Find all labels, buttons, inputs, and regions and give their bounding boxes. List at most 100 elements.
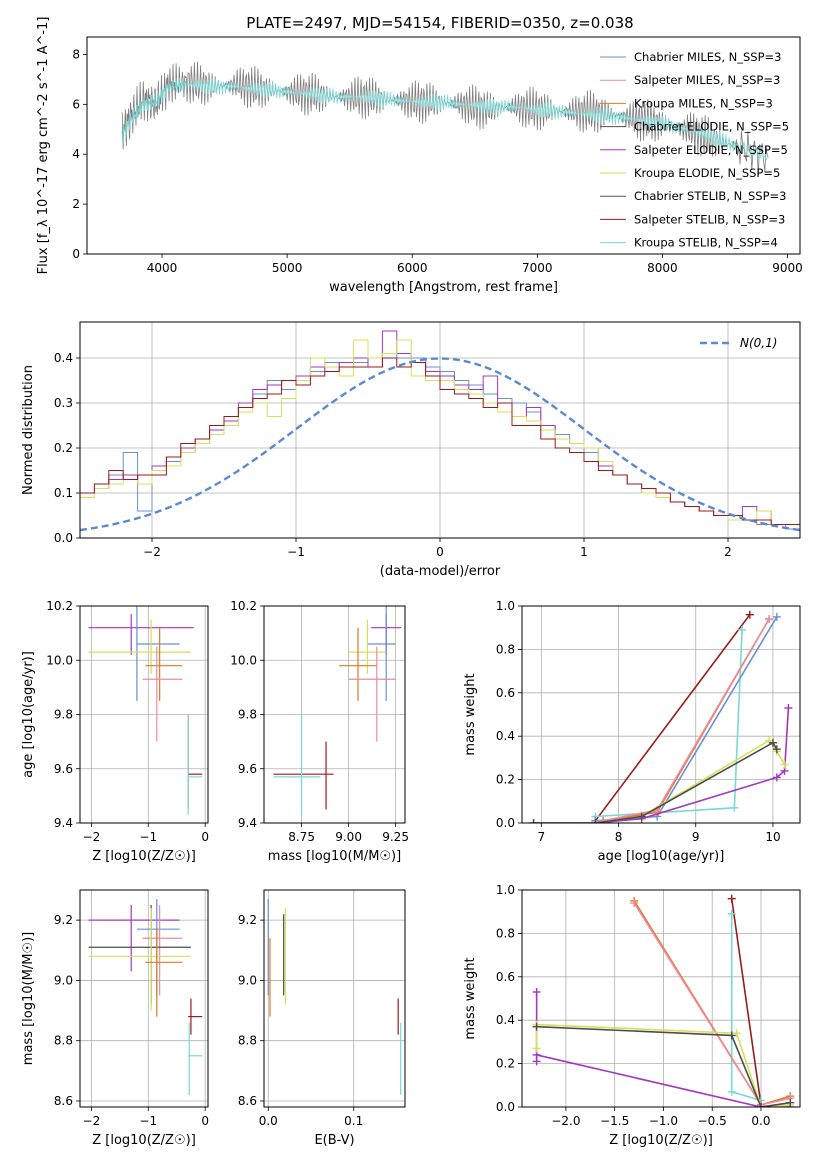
x-axis-label: (data-model)/error <box>380 564 501 579</box>
gaussian-curve <box>80 357 800 532</box>
y-tick-label: 0.3 <box>54 396 73 410</box>
x-tick-label: 0.0 <box>751 1114 770 1128</box>
y-tick-label: 0.0 <box>54 531 73 545</box>
x-tick-label: −0.5 <box>698 1114 727 1128</box>
x-tick-label: −2 <box>83 830 101 844</box>
y-tick-label: 10.0 <box>46 653 73 667</box>
plot-area <box>267 899 402 1095</box>
y-tick-label: 0.4 <box>496 729 515 743</box>
histogram-step <box>80 339 800 530</box>
x-tick-label: 0.1 <box>344 1114 363 1128</box>
y-tick-label: 0.6 <box>496 686 515 700</box>
y-tick-label: 8.6 <box>238 1094 257 1108</box>
x-axis-label: mass [log10(M/M☉)] <box>268 849 401 864</box>
y-tick-label: 9.4 <box>238 816 257 830</box>
legend-label: N(0,1) <box>740 336 777 350</box>
y-tick-label: 10.0 <box>230 653 257 667</box>
x-axis-label: E(B-V) <box>314 1133 354 1148</box>
y-tick-label: 9.6 <box>238 762 257 776</box>
axes-frame <box>79 605 209 824</box>
x-tick-label: −1 <box>287 545 305 559</box>
x-tick-label: −1 <box>139 830 157 844</box>
y-tick-label: 0.0 <box>496 1100 515 1114</box>
y-axis-label: Normed distribution <box>21 365 36 495</box>
legend-label: Kroupa STELIB, N_SSP=4 <box>634 236 778 250</box>
x-tick-label: 9 <box>692 830 700 844</box>
legend-label: Kroupa ELODIE, N_SSP=5 <box>634 166 780 180</box>
x-axis-label: Z [log10(Z/Z☉)] <box>609 1133 713 1148</box>
panel-age_vs_Z: −2 −1 0 9.4 9.6 9.8 10.0 10.2 Z [log10(Z/Z☉)] age… <box>21 599 209 864</box>
x-tick-label: 4000 <box>147 261 178 275</box>
y-tick-label: 0.4 <box>54 351 73 365</box>
y-tick-label: 0.2 <box>54 441 73 455</box>
y-tick-label: 8.6 <box>54 1094 73 1108</box>
x-axis-label: Z [log10(Z/Z☉)] <box>92 1133 196 1148</box>
x-tick-label: 7000 <box>522 261 553 275</box>
y-tick-label: 0.0 <box>496 816 515 830</box>
spectrum-line <box>121 77 769 161</box>
y-tick-label: 9.4 <box>54 816 73 830</box>
y-tick-label: 2 <box>72 197 80 211</box>
x-tick-label: 0.0 <box>259 1114 278 1128</box>
legend-label: Salpeter MILES, N_SSP=3 <box>634 73 780 87</box>
y-axis-label: mass weight <box>463 673 478 755</box>
y-tick-label: 9.0 <box>54 973 73 987</box>
y-tick-label: 0.4 <box>496 1013 515 1027</box>
y-tick-label: 0.2 <box>496 773 515 787</box>
legend-label: Chabrier STELIB, N_SSP=3 <box>634 189 786 203</box>
y-axis-label: mass weight <box>463 957 478 1039</box>
legend-label: Chabrier MILES, N_SSP=3 <box>634 50 781 64</box>
panel-weight_vs_Z: −2.0 −1.5 −1.0 −0.5 0.0 0.0 0.2 0.4 0.6 0.8 1.0 Z [… <box>463 883 801 1148</box>
spectrum-line <box>121 61 769 176</box>
x-tick-label: 0 <box>201 1114 209 1128</box>
axes-frame <box>263 605 406 824</box>
legend-label: Kroupa MILES, N_SSP=3 <box>634 96 773 110</box>
panel-spectrum: 4000 5000 6000 7000 8000 9000 0 2 4 6 8 wavelength … <box>36 17 803 295</box>
plot-area <box>88 899 203 1095</box>
x-tick-label: −2 <box>83 1114 101 1128</box>
y-tick-label: 4 <box>72 147 80 161</box>
x-tick-label: 5000 <box>272 261 303 275</box>
y-tick-label: 0 <box>72 247 80 261</box>
x-tick-label: 1 <box>580 545 588 559</box>
y-tick-label: 0.1 <box>54 486 73 500</box>
panel-age_vs_mass: 8.75 9.00 9.25 9.4 9.6 9.8 10.0 10.2 mass [log10… <box>230 599 409 864</box>
x-tick-label: 0 <box>201 830 209 844</box>
plot-area <box>273 606 402 815</box>
panel-weight_vs_age: 7 8 9 10 0.0 0.2 0.4 0.6 0.8 1.0 age [log10(age/yr… <box>463 599 801 864</box>
x-tick-label: 9.25 <box>382 830 409 844</box>
axes-frame <box>86 36 801 255</box>
x-axis-label: wavelength [Angstrom, rest frame] <box>329 280 558 295</box>
legend-label: Salpeter ELODIE, N_SSP=5 <box>634 143 788 157</box>
panel-residuals: −2 −1 0 1 2 0.0 0.1 0.2 0.3 0.4 (data-model)/error… <box>21 321 801 579</box>
x-tick-label: −2.0 <box>551 1114 580 1128</box>
x-tick-label: 6000 <box>397 261 428 275</box>
x-tick-label: 7 <box>537 830 545 844</box>
x-tick-label: 8 <box>615 830 623 844</box>
x-tick-label: −2 <box>143 545 161 559</box>
y-tick-label: 0.8 <box>496 926 515 940</box>
y-tick-label: 8 <box>72 47 80 61</box>
series-line <box>533 739 786 823</box>
y-tick-label: 9.8 <box>54 708 73 722</box>
axes-frame <box>263 889 406 1108</box>
spectrum-legend: Chabrier MILES, N_SSP=3 Salpeter MILES, N… <box>600 50 789 250</box>
y-tick-label: 0.8 <box>496 642 515 656</box>
y-axis-label: mass [log10(M/M☉)] <box>21 932 36 1065</box>
plot-area <box>121 61 769 176</box>
y-tick-label: 10.2 <box>46 599 73 613</box>
y-axis-label: Flux [f_λ 10^-17 erg cm^-2 s^-1 A^-1] <box>36 17 51 275</box>
plot-area <box>529 610 793 823</box>
legend-label: Salpeter STELIB, N_SSP=3 <box>634 212 785 226</box>
x-tick-label: −1.0 <box>649 1114 678 1128</box>
y-tick-label: 1.0 <box>496 883 515 897</box>
x-tick-label: 8.75 <box>288 830 315 844</box>
y-axis-label: age [log10(age/yr)] <box>21 651 36 778</box>
plot-area <box>88 606 203 815</box>
x-tick-label: 10 <box>765 830 780 844</box>
series-line <box>536 1025 791 1107</box>
series-line <box>730 898 762 1105</box>
x-tick-label: −1 <box>139 1114 157 1128</box>
panel-mass_vs_Z: −2 −1 0 8.6 8.8 9.0 9.2 Z [log10(Z/Z☉)] mass [lo… <box>21 889 209 1148</box>
series-line <box>594 614 751 822</box>
